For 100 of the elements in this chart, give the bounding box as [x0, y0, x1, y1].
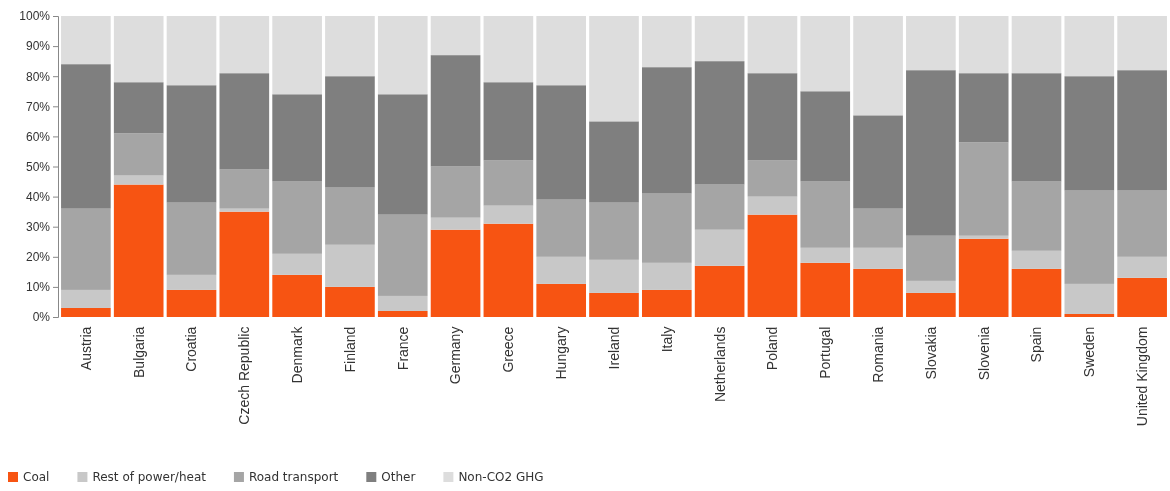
legend-label: Non-CO2 GHG — [458, 470, 544, 484]
bar — [906, 292, 956, 317]
bar — [589, 202, 639, 260]
bar — [589, 259, 639, 293]
bar — [800, 247, 851, 263]
x-tick-label: Italy — [658, 326, 675, 353]
bar — [641, 193, 692, 263]
bar — [1117, 70, 1167, 191]
y-tick-label: 60% — [25, 129, 51, 144]
bar — [958, 142, 1009, 236]
bar — [61, 208, 111, 290]
bar — [325, 16, 375, 77]
bar — [1011, 181, 1062, 251]
bar — [219, 73, 270, 170]
x-tick-label: Spain — [1028, 326, 1045, 363]
bar — [589, 16, 639, 122]
bar — [853, 208, 903, 248]
bar — [1117, 256, 1167, 278]
bar — [1011, 16, 1062, 74]
bar — [1064, 16, 1115, 77]
x-tick-label: Slovenia — [975, 326, 992, 381]
bar — [113, 175, 164, 185]
bar — [1117, 16, 1167, 71]
bar — [61, 64, 111, 209]
bar — [377, 295, 428, 311]
x-tick-label: Germany — [447, 326, 464, 385]
bar — [272, 94, 322, 182]
bar — [430, 229, 481, 317]
y-tick-label: 100% — [19, 9, 51, 24]
y-tick-label: 0% — [32, 310, 51, 325]
bar — [113, 82, 164, 134]
bar — [325, 76, 375, 188]
y-tick-label: 10% — [25, 280, 51, 295]
bar — [536, 283, 587, 317]
bar — [1064, 76, 1115, 191]
bar — [113, 16, 164, 83]
bar — [325, 244, 375, 287]
bar — [377, 16, 428, 95]
bar — [272, 181, 322, 254]
bar — [272, 274, 322, 317]
bar — [483, 223, 534, 317]
bar — [483, 160, 534, 206]
bar — [430, 16, 481, 56]
legend-label: Road transport — [248, 470, 339, 484]
bar — [166, 202, 217, 275]
x-tick-label: Portugal — [817, 326, 834, 379]
bar — [219, 211, 270, 317]
bar — [536, 199, 587, 257]
bar — [694, 229, 745, 266]
bar — [958, 238, 1009, 317]
x-tick-label: Czech Republic — [236, 326, 253, 425]
bar — [1117, 190, 1167, 257]
y-tick-label: 70% — [25, 99, 51, 114]
bar — [536, 256, 587, 284]
bar — [906, 16, 956, 71]
bar — [958, 16, 1009, 74]
y-tick-label: 50% — [25, 159, 51, 174]
x-tick-label: Bulgaria — [130, 326, 147, 378]
bar — [589, 292, 639, 317]
bar — [166, 85, 217, 203]
bar — [906, 235, 956, 281]
bar — [325, 187, 375, 245]
x-tick-label: Romania — [869, 326, 886, 383]
bar — [853, 247, 903, 269]
bar — [800, 16, 851, 92]
x-tick-label: Sweden — [1081, 326, 1098, 378]
y-tick-label: 40% — [25, 189, 51, 204]
x-tick-label: Austria — [77, 326, 94, 371]
bar — [61, 289, 111, 308]
bar — [641, 289, 692, 317]
bar — [694, 61, 745, 185]
bar — [113, 133, 164, 176]
y-tick-label: 80% — [25, 69, 51, 84]
bar — [641, 67, 692, 194]
x-tick-label: France — [394, 326, 411, 371]
x-tick-label: Slovakia — [922, 326, 939, 380]
x-tick-label: Poland — [764, 326, 781, 371]
bar — [483, 205, 534, 224]
bar — [1011, 250, 1062, 269]
x-tick-label: Finland — [341, 326, 358, 373]
bar — [219, 16, 270, 74]
x-tick-label: United Kingdom — [1134, 326, 1151, 427]
bar — [1011, 268, 1062, 317]
y-tick-label: 20% — [25, 250, 51, 265]
bar — [1011, 73, 1062, 182]
x-tick-label: Netherlands — [711, 326, 728, 403]
bar — [747, 160, 798, 197]
bar — [272, 16, 322, 95]
bar — [853, 115, 903, 209]
x-tick-label: Ireland — [605, 326, 622, 370]
bar — [61, 16, 111, 65]
bar — [377, 94, 428, 215]
bar — [641, 16, 692, 68]
bar — [1117, 277, 1167, 317]
bar — [166, 289, 217, 317]
y-tick-label: 90% — [25, 39, 51, 54]
bar — [747, 214, 798, 317]
bar — [272, 253, 322, 275]
bar — [800, 262, 851, 317]
bar — [747, 73, 798, 161]
